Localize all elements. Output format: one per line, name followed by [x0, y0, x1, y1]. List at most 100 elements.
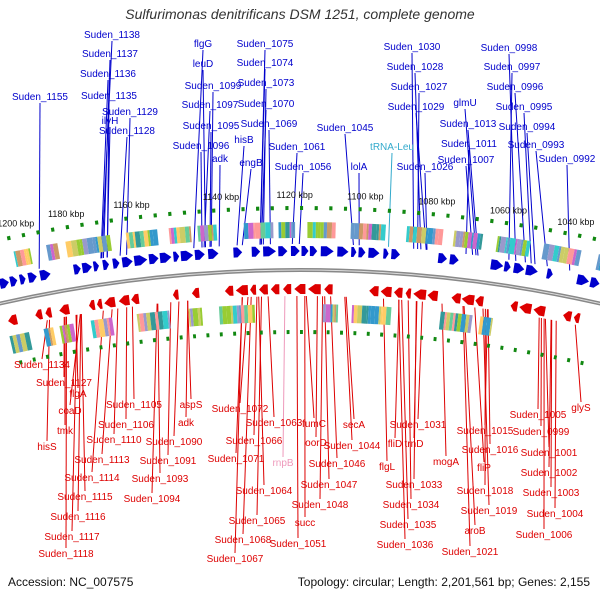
gene-label: Suden_1029 — [388, 102, 445, 113]
forward-feature-block — [437, 228, 444, 246]
gene-label: Suden_0997 — [484, 62, 541, 73]
forward-feature-block — [270, 222, 274, 239]
gene-label: Suden_1136 — [80, 69, 136, 80]
gene-label: Suden_1002 — [521, 468, 578, 479]
forward-feature-block — [461, 231, 466, 248]
gene-label: Suden_1090 — [146, 437, 203, 448]
outer-tick — [168, 211, 172, 217]
gene-label: aspS — [180, 400, 203, 411]
forward-feature-block — [362, 223, 367, 240]
inner-tick — [219, 332, 223, 337]
label-leader-line — [234, 297, 243, 554]
reverse-feature-block — [467, 314, 473, 334]
label-leader-line — [315, 296, 318, 438]
gene-label: secA — [343, 420, 366, 431]
reverse-feature-block — [453, 313, 459, 332]
forward-feature-block — [371, 223, 377, 241]
outer-tick — [36, 230, 40, 235]
gene-label: Suden_1044 — [324, 441, 381, 452]
inner-tick — [126, 341, 130, 346]
forward-feature-block — [134, 231, 142, 248]
reverse-feature-block — [252, 304, 256, 323]
forward-gene-arrow — [351, 247, 357, 257]
forward-feature-block — [497, 236, 502, 253]
reverse-feature-block — [232, 305, 238, 324]
reverse-gene-arrow — [259, 284, 268, 295]
forward-feature-block — [521, 239, 528, 257]
label-leader-line — [463, 306, 476, 526]
reverse-gene-arrow — [131, 293, 140, 305]
forward-gene-arrow — [9, 276, 18, 287]
forward-feature-block — [378, 224, 382, 241]
reverse-feature-block — [481, 316, 488, 336]
forward-feature-block — [212, 224, 218, 241]
inner-tick — [553, 355, 558, 360]
gene-label: fumC — [302, 419, 326, 430]
kbp-tick-labels: 1200 kbp 1180 kbp 1160 kbp 1140 kbp 1120 kbp… — [0, 190, 594, 229]
forward-feature-block — [574, 249, 582, 267]
gene-label: Suden_1116 — [50, 512, 106, 523]
forward-feature-block — [52, 243, 61, 260]
forward-feature-block — [207, 224, 213, 241]
forward-feature-block — [472, 232, 479, 250]
forward-feature-block — [243, 223, 249, 240]
forward-gene-arrow — [290, 246, 300, 256]
forward-gene-arrow — [383, 248, 389, 259]
forward-gene-arrow — [39, 269, 51, 281]
inner-tick — [446, 338, 451, 343]
gene-label: Suden_1063 — [246, 418, 303, 429]
outer-tick — [504, 220, 509, 226]
forward-feature-block — [285, 222, 290, 239]
forward-feature-block — [455, 230, 461, 248]
reverse-gene-arrow — [394, 287, 403, 298]
label-leader-line — [258, 296, 265, 486]
reverse-feature-block — [456, 313, 462, 332]
forward-feature-block — [478, 233, 484, 250]
forward-feature-block — [353, 223, 360, 240]
forward-feature-block — [79, 239, 85, 256]
label-leader-line — [526, 132, 536, 265]
forward-gene-arrow — [337, 246, 349, 257]
reverse-gene-arrow — [380, 286, 392, 298]
label-leader-line — [38, 102, 41, 269]
reverse-feature-block — [322, 304, 326, 323]
forward-feature-block — [434, 228, 440, 245]
reverse-feature-block — [374, 306, 380, 325]
forward-gene-arrow — [112, 258, 120, 269]
gene-label: Suden_1003 — [523, 488, 580, 499]
forward-gene-arrow — [320, 246, 334, 257]
reverse-feature-block — [162, 310, 169, 330]
gene-label: Suden_1115 — [57, 492, 113, 503]
kbp-tick-label: 1140 kbp — [203, 192, 239, 202]
label-leader-line — [407, 300, 412, 500]
inner-tick — [380, 332, 384, 337]
gene-label: Suden_1075 — [237, 39, 294, 50]
inner-tick — [353, 331, 357, 336]
label-leader-line — [131, 306, 135, 400]
outer-tick — [138, 214, 143, 220]
outer-tick — [431, 212, 436, 217]
forward-feature-block — [556, 246, 562, 263]
reverse-strand-ring — [8, 284, 581, 325]
reverse-gene-arrow — [369, 286, 379, 297]
outer-tick — [592, 236, 597, 242]
gene-label: aroB — [464, 526, 485, 537]
gene-label: flgA — [69, 389, 87, 400]
label-leader-line — [203, 110, 211, 248]
forward-feature-block — [366, 223, 369, 240]
gene-label: Suden_1048 — [292, 500, 349, 511]
forward-feature-block — [147, 230, 151, 247]
gene-label: glyS — [571, 403, 591, 414]
inner-tick — [580, 360, 584, 366]
forward-feature-block — [170, 227, 175, 244]
gene-label: Suden_1031 — [390, 420, 447, 431]
forward-feature-block — [405, 226, 410, 243]
label-leader-line — [119, 136, 128, 256]
gene-label: Suden_1011 — [441, 139, 497, 150]
label-leader-line — [282, 296, 286, 458]
forward-feature-block — [101, 235, 108, 252]
label-leader-line — [125, 307, 128, 420]
label-leader-line — [236, 145, 245, 246]
reverse-feature-block — [218, 306, 224, 325]
gene-label: Suden_1099 — [185, 81, 242, 92]
